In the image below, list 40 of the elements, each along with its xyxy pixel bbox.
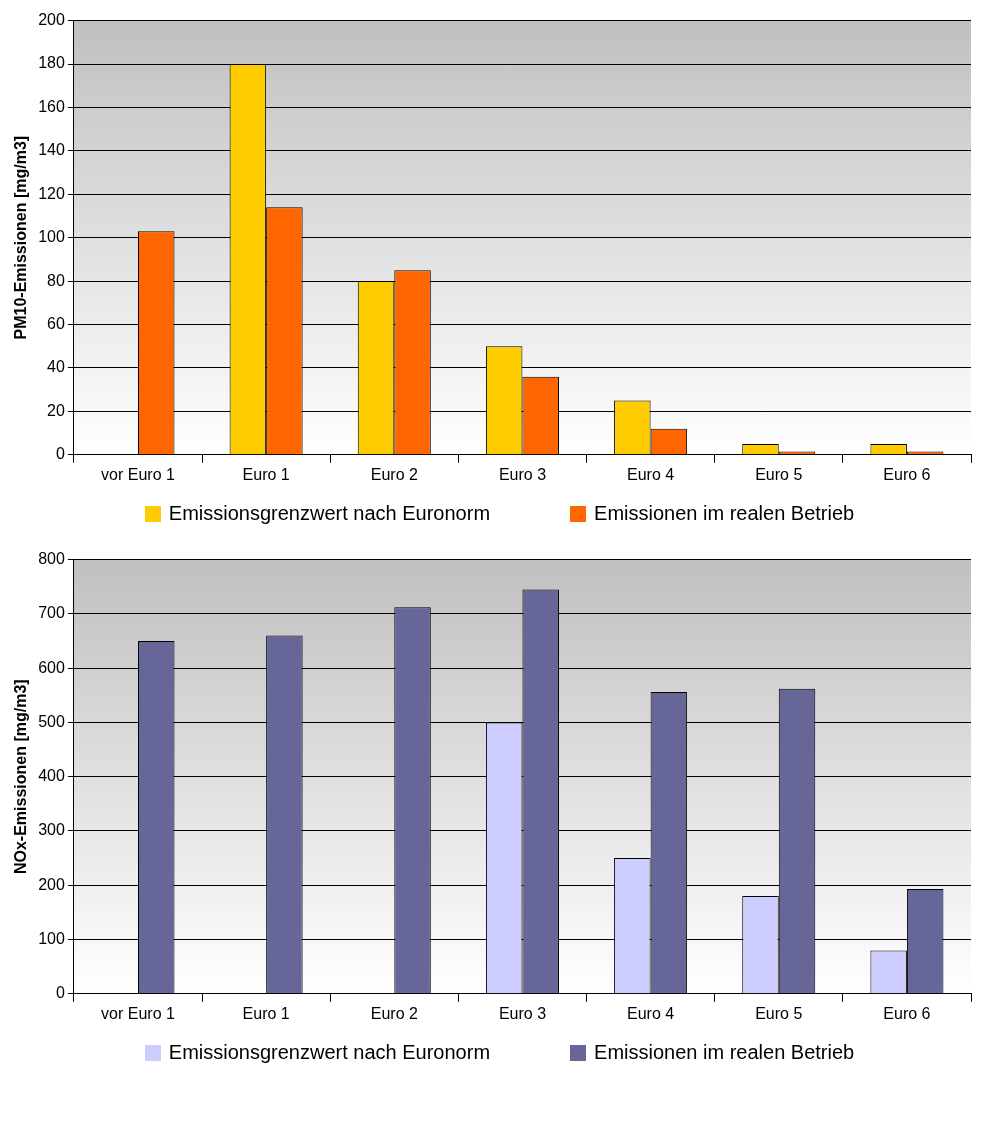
y-tick-label: 400 [38,767,65,785]
y-tick-label: 700 [38,604,65,622]
y-tick-label: 80 [47,271,65,289]
y-tick-label: 60 [47,314,65,332]
x-tick-label: Euro 5 [755,1004,803,1022]
x-tick-label: vor Euro 1 [101,465,175,483]
legend-label: Emissionsgrenzwert nach Euronorm [168,1041,491,1064]
x-tick-label: vor Euro 1 [101,1004,175,1022]
y-tick-label: 160 [38,97,65,115]
x-tick-label: Euro 1 [242,465,290,483]
legend-label: Emissionen im realen Betrieb [594,502,855,525]
y-tick-label: 300 [38,821,65,839]
y-axis-title: NOx-Emissionen [mg/m3] [12,679,30,875]
y-tick-label: 200 [38,875,65,893]
y-axis-title: PM10-Emissionen [mg/m3] [12,135,30,340]
y-tick-label: 120 [38,184,65,202]
x-tick-label: Euro 2 [370,1004,418,1022]
y-tick-label: 800 [38,550,65,568]
y-tick-label: 140 [38,141,65,159]
y-tick-label: 20 [47,401,65,419]
y-tick-label: 0 [55,445,65,463]
x-tick-label: Euro 1 [242,1004,290,1022]
y-tick-label: 0 [55,984,65,1002]
x-tick-label: Euro 6 [883,465,931,483]
y-tick-label: 600 [38,658,65,676]
x-tick-label: Euro 4 [627,1004,675,1022]
y-tick-label: 180 [38,54,65,72]
legend-label: Emissionsgrenzwert nach Euronorm [168,502,491,525]
y-tick-label: 100 [38,929,65,947]
y-tick-label: 100 [38,228,65,246]
x-tick-label: Euro 3 [498,1004,547,1022]
x-tick-label: Euro 2 [370,465,418,483]
y-tick-label: 500 [38,712,65,730]
x-tick-label: Euro 6 [883,1004,931,1022]
x-tick-label: Euro 3 [498,465,547,483]
x-tick-label: Euro 4 [627,465,675,483]
y-tick-label: 40 [47,358,65,376]
x-tick-label: Euro 5 [755,465,803,483]
legend-label: Emissionen im realen Betrieb [594,1041,855,1064]
y-tick-label: 200 [38,11,65,29]
